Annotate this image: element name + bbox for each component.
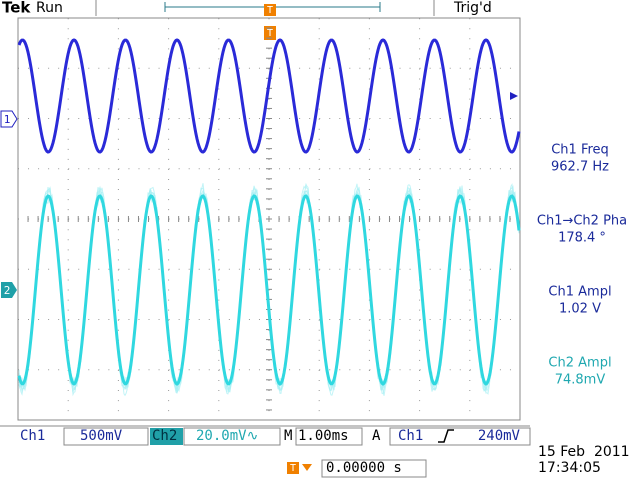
meas-value: 962.7 Hz bbox=[551, 160, 609, 175]
trigger-level: 240mV bbox=[478, 428, 521, 444]
meas-value: 178.4 ° bbox=[558, 231, 606, 246]
trigger-marker-label: T bbox=[267, 28, 273, 39]
ch2-label: Ch2 bbox=[152, 428, 177, 444]
run-status: Run bbox=[36, 0, 63, 16]
meas-value: 1.02 V bbox=[559, 302, 601, 317]
meas-label: Ch1 Freq bbox=[551, 143, 609, 158]
meas-label: Ch1 Ampl bbox=[548, 285, 611, 300]
meas-label: Ch1→Ch2 Pha bbox=[537, 214, 627, 229]
meas-value: 74.8mV bbox=[555, 373, 606, 388]
date: 15 Feb 2011 bbox=[538, 444, 630, 460]
ch2-marker-label: 2 bbox=[4, 284, 11, 297]
ch1-label: Ch1 bbox=[20, 428, 45, 444]
trigger-offset-icon-label: T bbox=[290, 463, 296, 474]
clock: 17:34:05 bbox=[538, 460, 601, 476]
ch2-scale: 20.0mV∿ bbox=[196, 428, 258, 444]
ch1-marker-label: 1 bbox=[4, 113, 11, 126]
trigger-state: Trig'd bbox=[453, 0, 492, 16]
trigger-mode: A bbox=[372, 428, 381, 444]
ch1-scale: 500mV bbox=[80, 428, 123, 444]
meas-label: Ch2 Ampl bbox=[548, 356, 611, 371]
trigger-offset: 0.00000 s bbox=[326, 460, 402, 476]
time-scale: 1.00ms bbox=[298, 428, 349, 444]
brand: Tek bbox=[2, 0, 31, 17]
time-label: M bbox=[284, 428, 292, 444]
trigger-pos-label: T bbox=[267, 5, 273, 16]
trigger-source: Ch1 bbox=[398, 428, 423, 444]
